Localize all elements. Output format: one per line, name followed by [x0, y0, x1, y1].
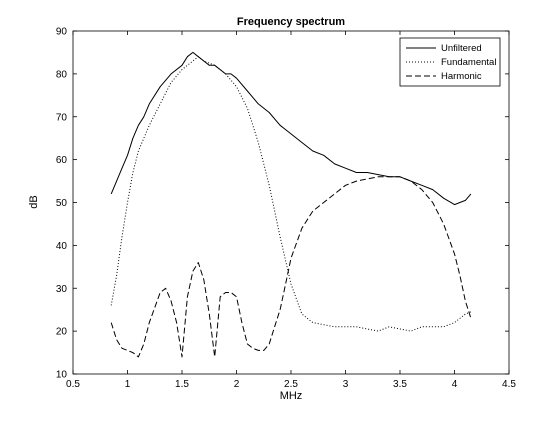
y-tick-label: 60 — [56, 155, 68, 166]
plot-area — [72, 30, 510, 375]
series-line-fundamental — [110, 56, 472, 332]
y-tick-label: 90 — [56, 27, 68, 38]
legend-box — [399, 37, 501, 87]
y-tick-label: 50 — [56, 198, 68, 209]
series-layer — [110, 51, 472, 358]
y-tick-label: 40 — [56, 241, 68, 252]
x-tick-label: 1 — [125, 379, 131, 390]
x-tick-label: 3.5 — [393, 379, 407, 390]
chart-title: Frequency spectrum — [237, 16, 345, 28]
x-tick-label: 2.5 — [284, 379, 298, 390]
series-line-harmonic — [110, 176, 472, 358]
legend-label-fundamental: Fundamental — [441, 57, 496, 68]
legend-label-harmonic: Harmonic — [441, 71, 482, 82]
y-tick-label: 20 — [56, 327, 68, 338]
x-tick-label: 3 — [343, 379, 349, 390]
y-axis-label: dB — [28, 195, 40, 208]
y-tick-label: 30 — [56, 284, 68, 295]
y-tick-label: 80 — [56, 69, 68, 80]
legend-label-unfiltered: Unfiltered — [441, 43, 482, 54]
x-axis-label: MHz — [280, 390, 303, 402]
x-tick-label: 4 — [452, 379, 458, 390]
x-tick-label: 1.5 — [175, 379, 189, 390]
axis-ticks: 0.5 1 1.5 2 2.5 3 3.5 4 4.5 10 20 30 40 50 60 70 80 90 — [56, 27, 517, 391]
y-tick-label: 70 — [56, 112, 68, 123]
x-tick-label: 2 — [234, 379, 240, 390]
legend: Unfiltered Fundamental Harmonic — [399, 37, 501, 87]
x-tick-label: 4.5 — [502, 379, 516, 390]
x-tick-label: 0.5 — [66, 379, 80, 390]
y-tick-label: 10 — [56, 370, 68, 381]
